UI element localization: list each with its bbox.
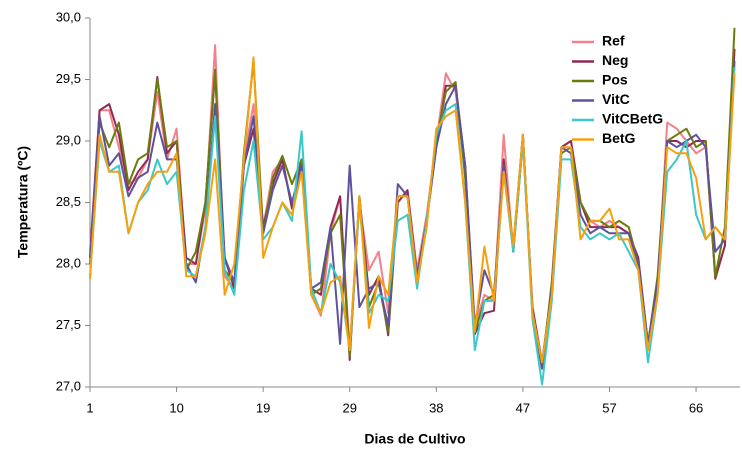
x-tick-label: 47 [516,400,530,415]
x-axis-title: Dias de Cultivo [364,431,465,447]
legend-label: BetG [602,130,636,146]
series-line [89,61,736,370]
series-line [89,27,736,370]
y-tick-label: 27,0 [56,378,81,393]
x-tick-label: 1 [86,400,93,415]
y-tick-label: 27,5 [56,317,81,332]
series-line [89,48,736,364]
legend-label: Neg [602,52,628,68]
legend-label: VitC [602,91,630,107]
x-tick-label: 66 [689,400,703,415]
x-tick-label: 29 [343,400,357,415]
x-tick-label: 19 [256,400,270,415]
y-tick-label: 29,0 [56,132,81,147]
y-tick-label: 29,5 [56,71,81,86]
x-tick-label: 10 [169,400,183,415]
y-axis-title: Temperatura (ºC) [15,146,31,258]
y-tick-label: 28,0 [56,255,81,270]
y-tick-label: 28,5 [56,194,81,209]
legend-label: Ref [602,33,625,49]
x-tick-label: 38 [429,400,443,415]
legend-label: VitCBetG [602,111,663,127]
legend-label: Pos [602,72,628,88]
series-line [89,44,736,370]
x-tick-label: 57 [602,400,616,415]
series-line [89,56,736,364]
y-tick-label: 30,0 [56,9,81,24]
